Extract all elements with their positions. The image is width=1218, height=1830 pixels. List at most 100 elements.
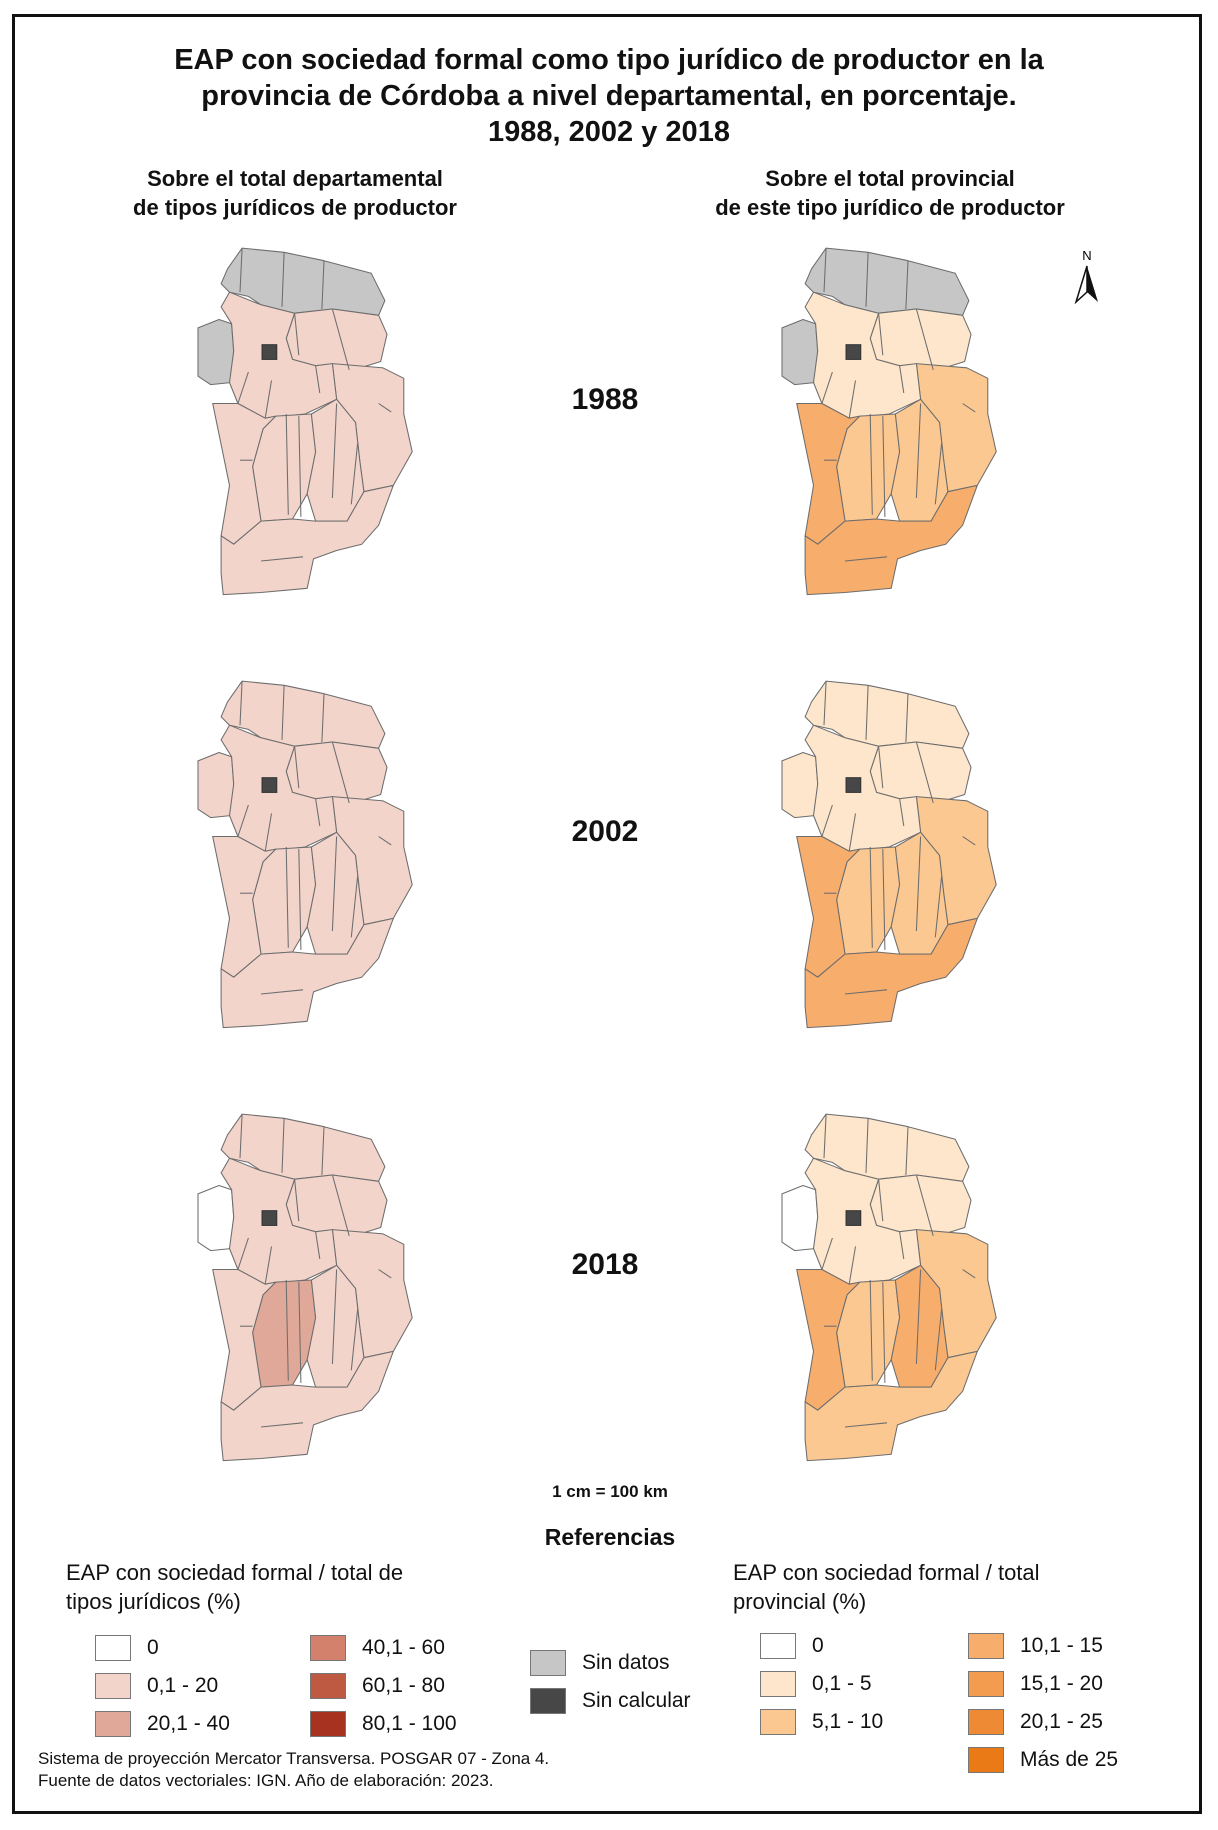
department-boundary (237, 371, 249, 404)
legend-left-title-line-1: EAP con sociedad formal / total de (66, 1560, 404, 1585)
department-boundary (264, 813, 273, 852)
department-boundary (844, 556, 888, 562)
north-label: N (1082, 248, 1091, 263)
department-boundary (882, 416, 886, 517)
department-region-south (804, 917, 978, 1029)
department-boundary (882, 1282, 886, 1383)
figure-title: EAP con sociedad formal como tipo jurídi… (0, 42, 1218, 150)
department-region-south-west (796, 402, 861, 545)
title-line-3: 1988, 2002 y 2018 (488, 116, 730, 148)
legend-label: 10,1 - 15 (1020, 1634, 1103, 1657)
department-region-center (220, 1157, 338, 1285)
department-boundary (315, 798, 321, 827)
legend-right-item: 15,1 - 20 (968, 1669, 1103, 1699)
legend-swatch (530, 1688, 566, 1714)
department-boundary (294, 313, 300, 356)
department-boundary (264, 1246, 273, 1285)
capital-sin-calcular (261, 777, 278, 793)
legend-right-item: 0 (760, 1631, 824, 1661)
legend-right-title-line-2: provincial (%) (733, 1589, 867, 1614)
department-boundary (294, 1179, 300, 1222)
department-boundary (865, 685, 869, 740)
legend-swatch (760, 1633, 796, 1659)
department-boundary (869, 1279, 873, 1381)
legend-right-item: 10,1 - 15 (968, 1631, 1103, 1661)
department-boundary (239, 681, 243, 726)
department-boundary (331, 1174, 350, 1237)
department-boundary (264, 380, 273, 419)
legend-left-item: 40,1 - 60 (310, 1633, 445, 1663)
department-boundary (915, 308, 934, 371)
legend-label: 80,1 - 100 (362, 1712, 457, 1735)
department-boundary (821, 804, 833, 837)
department-boundary (315, 1231, 321, 1260)
capital-sin-calcular (261, 1210, 278, 1226)
department-boundary (281, 1118, 285, 1173)
department-region-south-west (212, 835, 277, 978)
left-heading-line-2: de tipos jurídicos de productor (133, 195, 457, 220)
department-region-south (804, 484, 978, 596)
department-boundary (331, 403, 338, 499)
department-region-center (220, 291, 338, 419)
department-boundary (378, 403, 392, 413)
legend-label: 40,1 - 60 (362, 1636, 445, 1659)
legend-swatch (310, 1711, 346, 1737)
department-region-south-west (796, 835, 861, 978)
department-boundary (962, 403, 976, 413)
department-boundary (321, 693, 325, 743)
legend-swatch (310, 1673, 346, 1699)
department-boundary (844, 1422, 888, 1428)
department-boundary (934, 443, 943, 505)
legend-label: 0,1 - 5 (812, 1672, 872, 1695)
department-boundary (237, 804, 249, 837)
legend-swatch (760, 1671, 796, 1697)
capital-sin-calcular (845, 777, 862, 793)
department-region-south-west (212, 402, 277, 545)
legend-left-item: 20,1 - 40 (95, 1709, 230, 1739)
legend-left-item: 0,1 - 20 (95, 1671, 218, 1701)
department-boundary (321, 1126, 325, 1176)
department-boundary (237, 1237, 249, 1270)
department-boundary (915, 403, 922, 499)
department-boundary (331, 308, 350, 371)
department-boundary (285, 846, 289, 948)
legend-left-item: 0 (95, 1633, 159, 1663)
legend-label: 60,1 - 80 (362, 1674, 445, 1697)
legend-swatch (760, 1709, 796, 1735)
legend-right-item: 5,1 - 10 (760, 1707, 883, 1737)
legend-swatch (968, 1709, 1004, 1735)
department-boundary (823, 248, 827, 293)
department-boundary (239, 1114, 243, 1159)
legend-swatch (310, 1635, 346, 1661)
department-boundary (239, 248, 243, 293)
department-boundary (821, 1237, 833, 1270)
department-boundary (899, 1231, 905, 1260)
right-heading-line-2: de este tipo jurídico de productor (715, 195, 1065, 220)
department-boundary (350, 443, 359, 505)
legend-label: 0 (812, 1634, 824, 1657)
department-region-west (781, 1184, 819, 1252)
department-boundary (962, 1269, 976, 1279)
department-region-center (804, 1157, 922, 1285)
department-region-south (220, 917, 394, 1029)
map-departmental-2018 (197, 1113, 413, 1462)
department-boundary (962, 836, 976, 846)
capital-sin-calcular (261, 344, 278, 360)
title-line-1: EAP con sociedad formal como tipo jurídi… (174, 44, 1044, 76)
department-boundary (869, 846, 873, 948)
legend-swatch (968, 1633, 1004, 1659)
legend-label: Sin datos (582, 1651, 670, 1674)
department-region-west (197, 318, 235, 386)
department-boundary (865, 252, 869, 307)
legend-label: Más de 25 (1020, 1748, 1119, 1771)
north-arrow-icon: N (1074, 248, 1098, 305)
scale-text: 1 cm = 100 km (552, 1482, 668, 1501)
legend-swatch (968, 1671, 1004, 1697)
department-boundary (865, 1118, 869, 1173)
department-boundary (934, 1309, 943, 1371)
legend-swatch (95, 1711, 131, 1737)
legend-label: 20,1 - 40 (147, 1712, 230, 1735)
department-boundary (882, 849, 886, 950)
department-boundary (844, 989, 888, 995)
legend-label: 20,1 - 25 (1020, 1710, 1103, 1733)
